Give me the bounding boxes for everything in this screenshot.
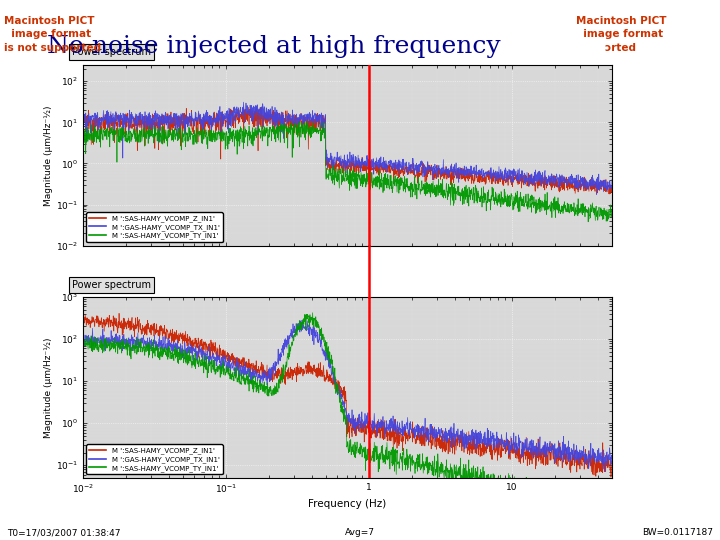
Text: T0=17/03/2007 01:38:47: T0=17/03/2007 01:38:47 xyxy=(7,528,121,537)
Legend: M ':SAS-HAMY_VCOMP_Z_IN1', M ':GAS-HAMY_VCOMP_TX_IN1', M ':SAS-HAMY_VCOMP_TY_IN1: M ':SAS-HAMY_VCOMP_Z_IN1', M ':GAS-HAMY_… xyxy=(86,212,222,242)
Text: Power spectrum: Power spectrum xyxy=(72,280,151,290)
Text: Macintosh PICT
  image format
        ɔrted: Macintosh PICT image format ɔrted xyxy=(576,16,667,52)
Legend: M ':SAS-HAMY_VCOMP_Z_IN1', M ':GAS-HAMY_VCOMP_TX_IN1', M ':SAS-HAMY_VCOMP_TY_IN1: M ':SAS-HAMY_VCOMP_Z_IN1', M ':GAS-HAMY_… xyxy=(86,444,222,475)
Y-axis label: Magnitude (μm/Hz⁻½): Magnitude (μm/Hz⁻½) xyxy=(44,337,53,438)
Text: No noise injected at high frequency: No noise injected at high frequency xyxy=(47,35,500,58)
Text: BW=0.0117187: BW=0.0117187 xyxy=(642,528,713,537)
Text: Power spectrum: Power spectrum xyxy=(72,47,151,57)
Y-axis label: Magnitude (μm/Hz⁻½): Magnitude (μm/Hz⁻½) xyxy=(44,105,53,206)
X-axis label: Frequency (Hz): Frequency (Hz) xyxy=(308,500,387,509)
Text: Macintosh PICT
  image format
is not supported: Macintosh PICT image format is not suppo… xyxy=(4,16,101,52)
Text: Avg=7: Avg=7 xyxy=(345,528,375,537)
